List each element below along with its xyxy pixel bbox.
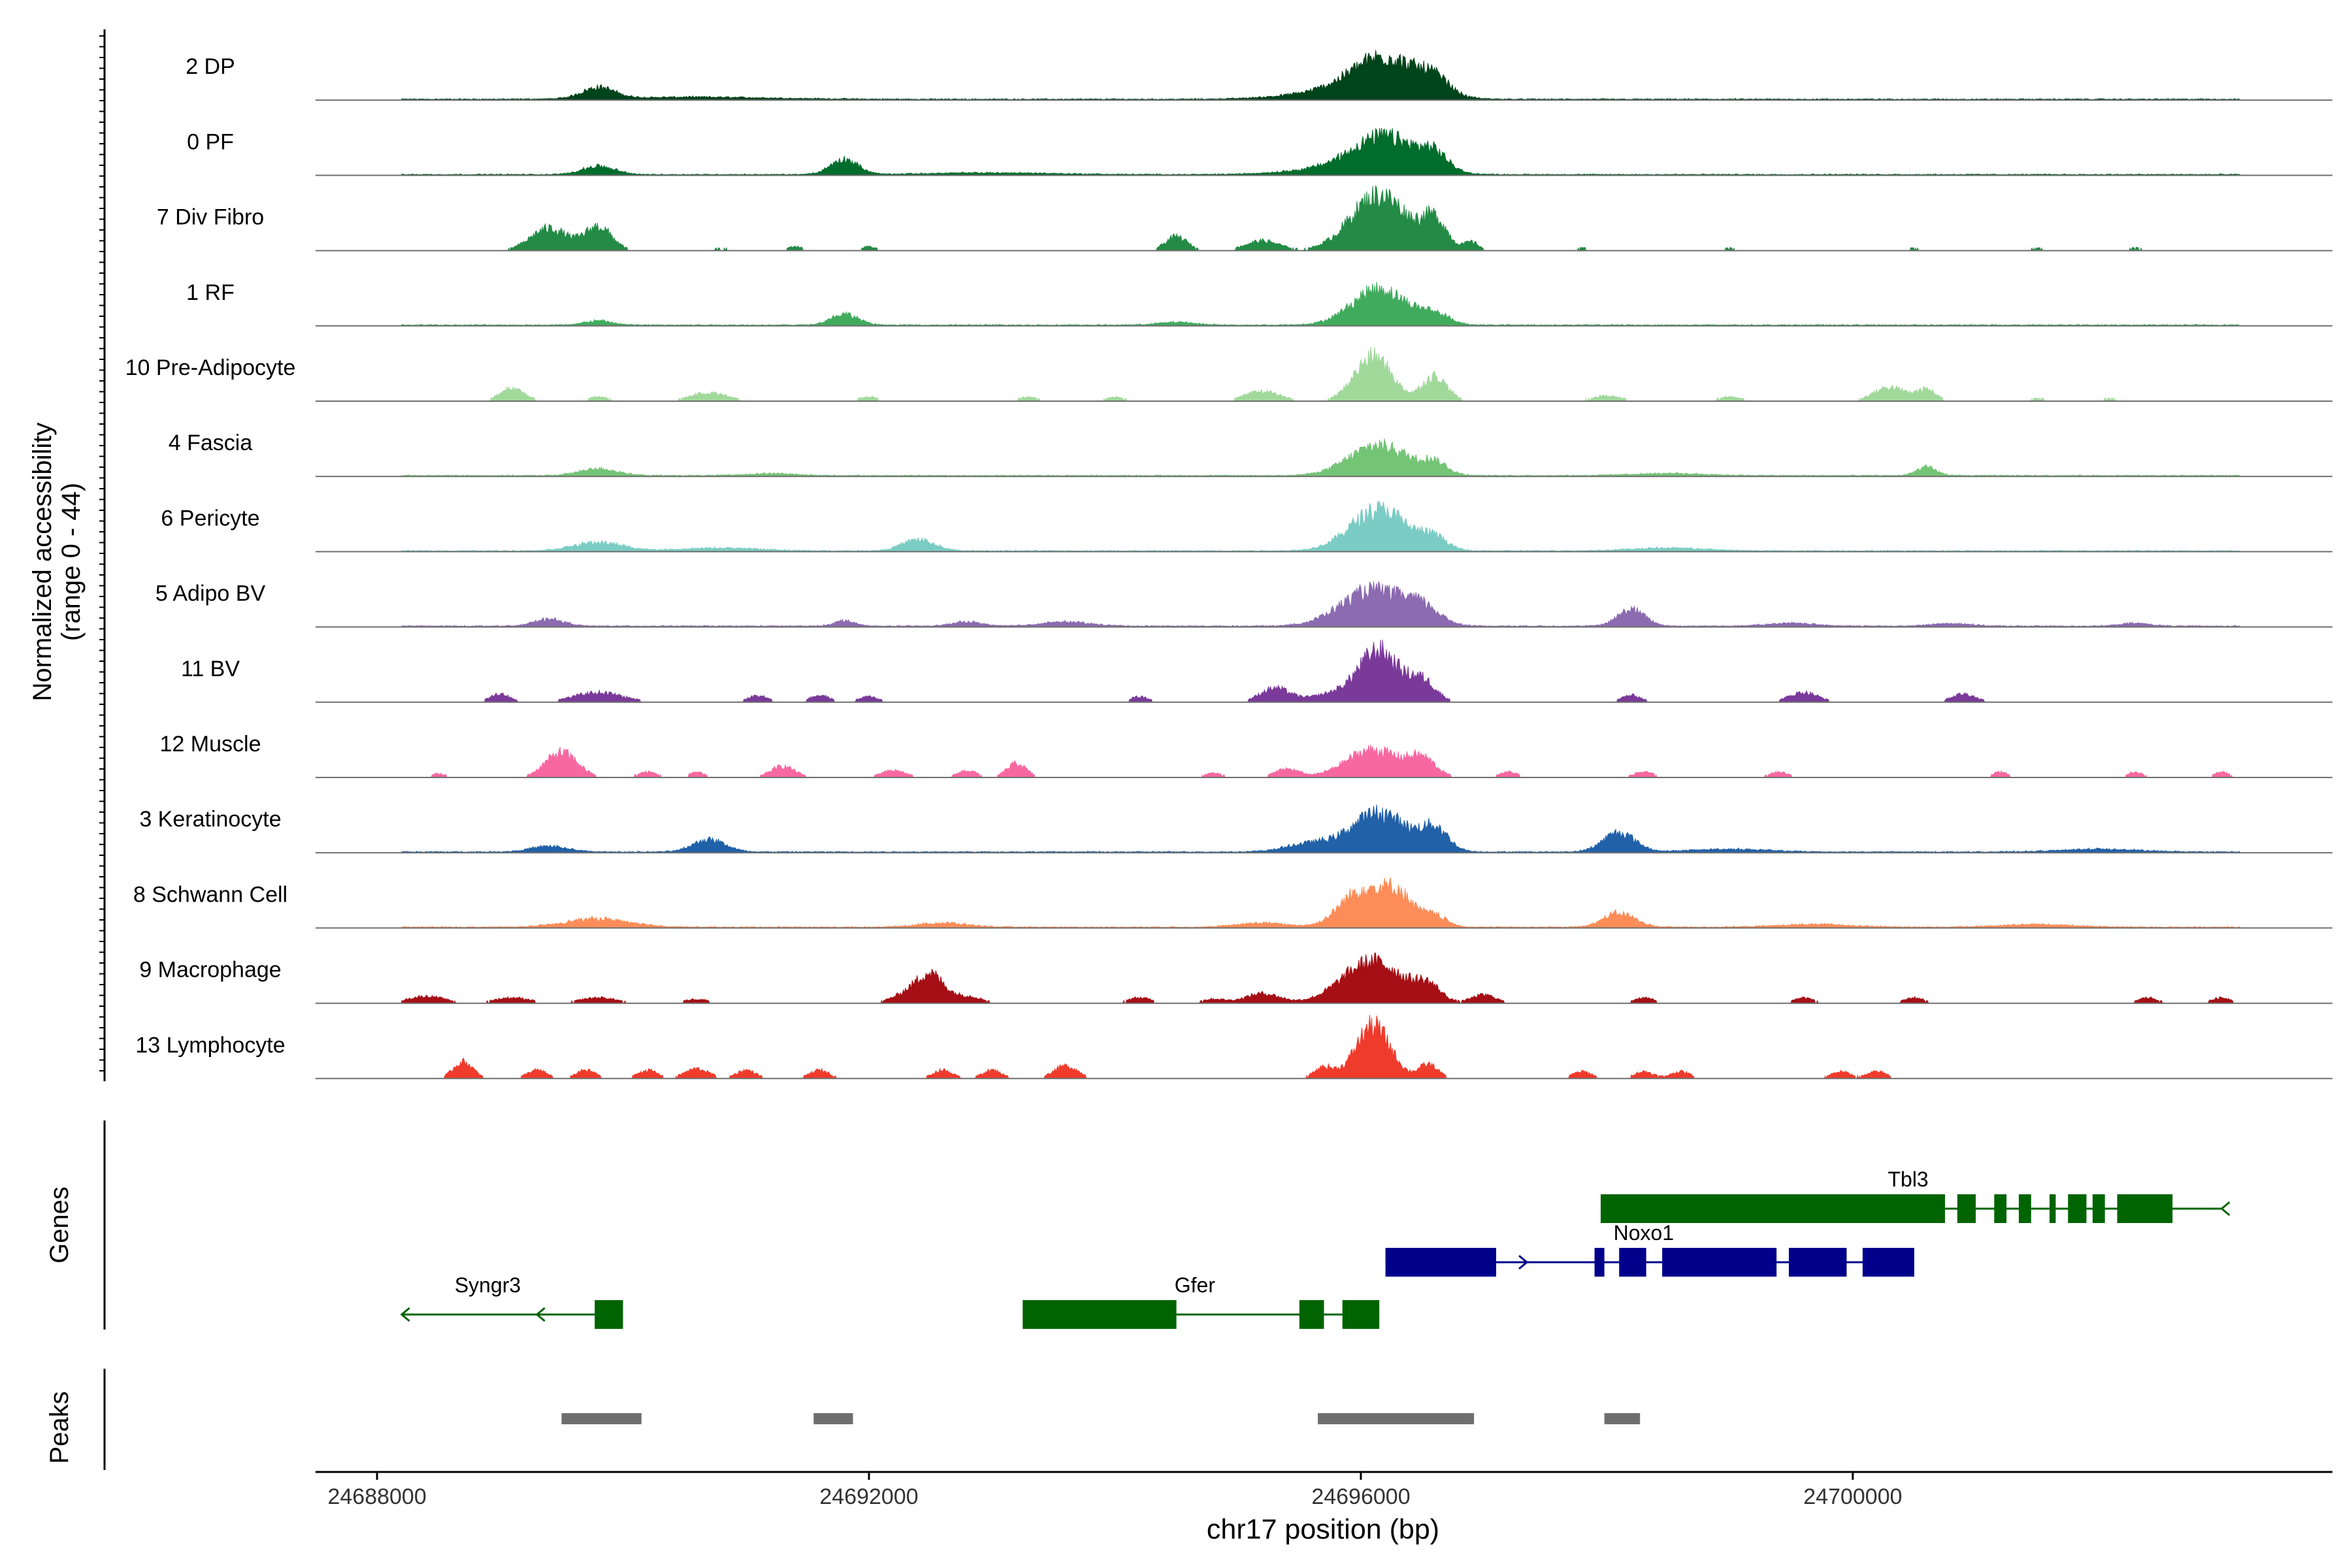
track-3-keratinocyte: 3 Keratinocyte: [139, 804, 2332, 854]
gene-annotation-panel: Tbl3 Noxo1 Syngr3 Gfer: [103, 1120, 2230, 1330]
track-12-muscle: 12 Muscle: [160, 732, 2332, 779]
gene-exon: [1342, 1300, 1380, 1329]
peak-region: [1604, 1413, 1641, 1424]
gene-exon: [595, 1300, 623, 1329]
coverage-area: [401, 640, 2240, 703]
gene-exon: [2092, 1194, 2105, 1223]
track-9-macrophage: 9 Macrophage: [139, 953, 2332, 1005]
gene-exon: [1022, 1300, 1177, 1329]
coverage-area: [401, 282, 2242, 327]
track-label: 8 Schwann Cell: [133, 882, 287, 907]
track-label: 5 Adipo BV: [155, 581, 266, 606]
track-1-rf: 1 RF: [186, 280, 2332, 327]
coverage-tracks: 2 DP 0 PF 7 Div Fibro 1 RF 10 Pre-Adipocyte 4…: [125, 50, 2332, 1080]
coverage-area: [401, 953, 2240, 1005]
track-label: 6 Pericyte: [161, 506, 259, 531]
coverage-area: [401, 500, 2241, 552]
genes-section-label: Genes: [45, 1186, 74, 1264]
coverage-area: [401, 1015, 2240, 1080]
gene-noxo1: Noxo1: [1385, 1221, 1915, 1277]
track-2-dp: 2 DP: [186, 50, 2332, 101]
gene-syngr3: Syngr3: [400, 1273, 623, 1329]
gene-exon: [2019, 1194, 2031, 1223]
gene-exon: [1957, 1194, 1976, 1223]
track-4-fascia: 4 Fascia: [169, 431, 2332, 478]
gene-exon: [1385, 1248, 1497, 1277]
strand-arrow: [1298, 1307, 1308, 1322]
coverage-area: [401, 804, 2241, 853]
gene-exon: [1662, 1248, 1777, 1277]
peak-region: [561, 1413, 642, 1424]
gene-exon: [2117, 1194, 2173, 1223]
coverage-area: [401, 127, 2241, 176]
track-label: 13 Lymphocyte: [135, 1033, 285, 1058]
gene-exon: [1862, 1248, 1915, 1277]
gene-exon: [1994, 1194, 2007, 1223]
coverage-area: [401, 877, 2241, 928]
strand-arrow: [535, 1307, 546, 1322]
x-tick-label: 24696000: [1311, 1484, 1410, 1509]
track-7-div-fibro: 7 Div Fibro: [157, 185, 2332, 252]
peak-annotation-panel: [103, 1369, 1641, 1470]
track-label: 4 Fascia: [169, 431, 253, 455]
track-6-pericyte: 6 Pericyte: [161, 500, 2332, 553]
gene-exon: [1299, 1300, 1324, 1329]
peak-region: [813, 1413, 853, 1424]
track-11-bv: 11 BV: [181, 640, 2332, 703]
coverage-area: [401, 438, 2242, 477]
gene-tbl3: Tbl3: [1601, 1168, 2230, 1223]
track-label: 0 PF: [187, 129, 234, 154]
coverage-area: [401, 50, 2242, 101]
coverage-area: [401, 347, 2240, 402]
gene-label: Gfer: [1175, 1273, 1216, 1297]
track-label: 7 Div Fibro: [157, 205, 264, 230]
gene-exon: [1619, 1248, 1646, 1277]
track-5-adipo-bv: 5 Adipo BV: [155, 581, 2332, 628]
gene-exon: [2050, 1194, 2056, 1223]
y-axis-label-line-1: Normalized accessibility: [28, 423, 57, 702]
gene-exon: [2068, 1194, 2087, 1223]
gene-exon: [1594, 1248, 1605, 1277]
track-label: 1 RF: [186, 280, 235, 305]
strand-arrow: [2220, 1201, 2230, 1217]
x-axis: 24688000 24692000 24696000 24700000: [99, 29, 2332, 1509]
track-label: 9 Macrophage: [139, 958, 281, 983]
gene-gfer: Gfer: [1022, 1273, 1380, 1329]
track-10-pre-adipocyte: 10 Pre-Adipocyte: [125, 347, 2332, 402]
coverage-area: [401, 581, 2241, 628]
track-label: 3 Keratinocyte: [139, 807, 281, 832]
track-label: 11 BV: [181, 657, 240, 681]
track-label: 2 DP: [186, 54, 235, 79]
gene-exon: [1789, 1248, 1847, 1277]
gene-exon: [1601, 1194, 1946, 1223]
coverage-area: [401, 185, 2240, 252]
track-label: 12 Muscle: [160, 732, 261, 757]
peak-region: [1318, 1413, 1475, 1424]
track-0-pf: 0 PF: [187, 127, 2332, 176]
track-8-schwann-cell: 8 Schwann Cell: [133, 877, 2332, 929]
x-axis-title: chr17 position (bp): [1207, 1514, 1439, 1545]
strand-arrow: [400, 1307, 410, 1322]
peaks-section-label: Peaks: [45, 1391, 74, 1463]
y-axis-label-line-2: (range 0 - 44): [57, 483, 86, 641]
gene-label: Tbl3: [1887, 1168, 1928, 1191]
x-tick-label: 24688000: [327, 1484, 426, 1509]
x-tick-label: 24692000: [819, 1484, 918, 1509]
x-tick-label: 24700000: [1803, 1484, 1902, 1509]
coverage-area: [401, 744, 2240, 779]
gene-label: Syngr3: [455, 1273, 521, 1297]
track-label: 10 Pre-Adipocyte: [125, 355, 296, 380]
track-13-lymphocyte: 13 Lymphocyte: [135, 1015, 2332, 1080]
gene-label: Noxo1: [1614, 1221, 1674, 1245]
strand-arrow: [1518, 1254, 1529, 1270]
